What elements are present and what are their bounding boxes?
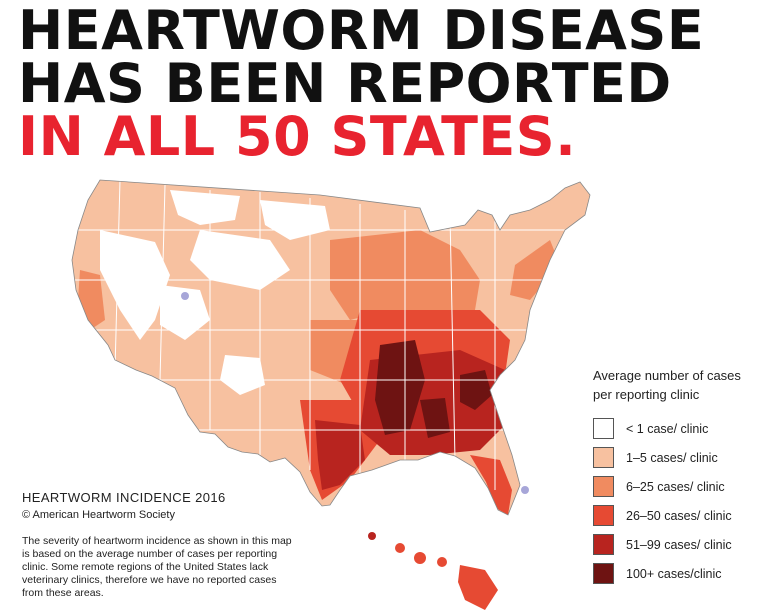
legend-item: 26–50 cases/ clinic [593, 505, 763, 526]
legend-item: 100+ cases/clinic [593, 563, 763, 584]
legend-item: 51–99 cases/ clinic [593, 534, 763, 555]
legend-label: 6–25 cases/ clinic [626, 479, 725, 494]
legend-label: 51–99 cases/ clinic [626, 537, 732, 552]
region-montana-blank [170, 190, 240, 225]
headline-line-2: HAS BEEN REPORTED [18, 52, 672, 115]
legend-title: Average number of cases per reporting cl… [593, 368, 741, 402]
legend-item: < 1 case/ clinic [593, 418, 763, 439]
headline-line-3: IN ALL 50 STATES. [18, 105, 577, 168]
legend-label: 1–5 cases/ clinic [626, 450, 718, 465]
source-block: HEARTWORM INCIDENCE 2016 © American Hear… [22, 490, 312, 600]
legend: Average number of cases per reporting cl… [593, 366, 763, 592]
legend-swatch [593, 505, 614, 526]
region-utah-blank [160, 285, 210, 340]
legend-swatch [593, 447, 614, 468]
region-northeast-warm [510, 240, 560, 300]
region-florida [470, 455, 512, 515]
region-alabama-core [420, 398, 450, 438]
region-wyoming-blank [190, 230, 290, 290]
legend-items: < 1 case/ clinic 1–5 cases/ clinic 6–25 … [593, 418, 763, 584]
region-new-mexico-blank [220, 355, 265, 395]
methodology-note: The severity of heartworm incidence as s… [22, 535, 292, 599]
region-mississippi-delta [375, 340, 425, 435]
sparse-marker-florida [521, 486, 529, 494]
legend-swatch [593, 418, 614, 439]
us-outline [71, 179, 591, 516]
us-heartworm-map [71, 179, 591, 610]
legend-swatch [593, 563, 614, 584]
legend-swatch [593, 534, 614, 555]
legend-item: 6–25 cases/ clinic [593, 476, 763, 497]
headline-line-1: HEARTWORM DISEASE [18, 0, 705, 62]
legend-label: 100+ cases/clinic [626, 566, 722, 581]
legend-item: 1–5 cases/ clinic [593, 447, 763, 468]
legend-swatch [593, 476, 614, 497]
region-northeast [480, 185, 590, 290]
headline: HEARTWORM DISEASE HAS BEEN REPORTED IN A… [18, 0, 705, 168]
region-texas-coast [315, 420, 365, 490]
source-title: HEARTWORM INCIDENCE 2016 [22, 490, 226, 505]
legend-label: < 1 case/ clinic [626, 421, 709, 436]
legend-label: 26–50 cases/ clinic [626, 508, 732, 523]
copyright: © American Heartworm Society [22, 509, 175, 521]
sparse-marker-colorado [181, 292, 189, 300]
hawaii [368, 532, 498, 610]
